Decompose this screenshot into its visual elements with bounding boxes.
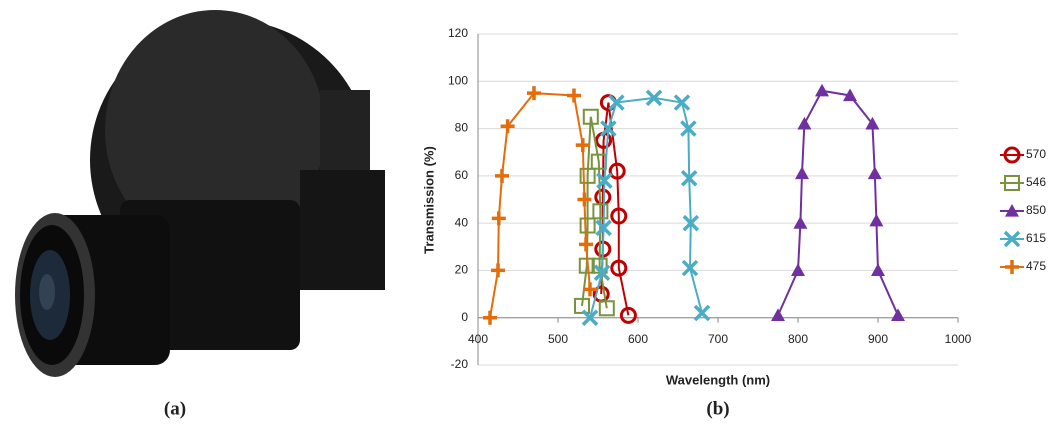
marker (593, 264, 611, 282)
y-tick-label: 100 (448, 73, 468, 87)
marker (869, 213, 884, 227)
x-tick-label: 500 (548, 332, 568, 346)
x-tick-label: 800 (788, 332, 808, 346)
y-tick-label: -20 (451, 357, 469, 371)
marker (583, 282, 597, 297)
marker (771, 308, 785, 321)
series-line (777, 89, 899, 316)
marker (574, 297, 590, 314)
marker (797, 116, 812, 130)
marker (592, 203, 609, 220)
legend-label: 615 (1026, 231, 1046, 245)
marker (1003, 230, 1021, 248)
marker (815, 83, 829, 97)
legend-label: 570 (1026, 147, 1046, 161)
marker (495, 168, 509, 183)
caption: (b) (706, 398, 729, 419)
marker (1004, 175, 1020, 191)
marker (582, 108, 599, 125)
marker (567, 88, 581, 103)
marker (795, 166, 809, 180)
marker (596, 172, 613, 189)
marker (575, 138, 590, 153)
marker (610, 207, 628, 225)
legend-label: 546 (1026, 175, 1046, 189)
x-tick-label: 700 (708, 332, 728, 346)
marker (682, 214, 700, 232)
marker (610, 259, 628, 277)
x-tick-label: 900 (868, 332, 888, 346)
marker (693, 304, 711, 322)
marker (595, 219, 612, 237)
marker (680, 120, 697, 137)
marker (843, 88, 857, 102)
legend-label: 850 (1026, 203, 1046, 217)
x-tick-label: 1000 (945, 332, 972, 346)
x-tick-label: 400 (468, 332, 488, 346)
marker (491, 263, 505, 278)
camera-photo (15, 10, 385, 377)
marker (491, 211, 506, 226)
marker (673, 94, 691, 111)
legend-label: 475 (1026, 259, 1046, 273)
marker (619, 306, 637, 324)
marker (891, 308, 905, 321)
y-axis-title: Transmission (%) (421, 146, 436, 254)
y-tick-label: 0 (461, 310, 468, 324)
marker (608, 94, 625, 111)
marker (608, 162, 626, 180)
marker (871, 263, 885, 277)
y-tick-label: 80 (455, 121, 469, 135)
x-tick-label: 600 (628, 332, 648, 346)
marker (500, 119, 515, 134)
marker (600, 120, 617, 137)
marker (680, 169, 698, 187)
marker (793, 216, 808, 229)
marker (581, 309, 599, 326)
marker (579, 237, 593, 252)
marker (527, 86, 541, 101)
y-tick-label: 120 (448, 26, 468, 40)
x-axis-title: Wavelength (nm) (666, 372, 770, 387)
marker (865, 116, 880, 130)
marker (791, 263, 805, 277)
marker (681, 259, 699, 277)
marker (579, 217, 596, 234)
marker (577, 192, 592, 207)
y-tick-label: 60 (455, 168, 469, 182)
marker (867, 166, 882, 180)
marker (579, 167, 596, 184)
marker (1005, 260, 1019, 274)
caption: (a) (164, 398, 186, 419)
marker (1005, 204, 1019, 217)
marker (598, 300, 615, 317)
marker (645, 89, 663, 107)
y-tick-label: 20 (455, 263, 469, 277)
marker (1003, 146, 1021, 164)
y-tick-label: 40 (455, 215, 469, 229)
marker (483, 310, 497, 325)
